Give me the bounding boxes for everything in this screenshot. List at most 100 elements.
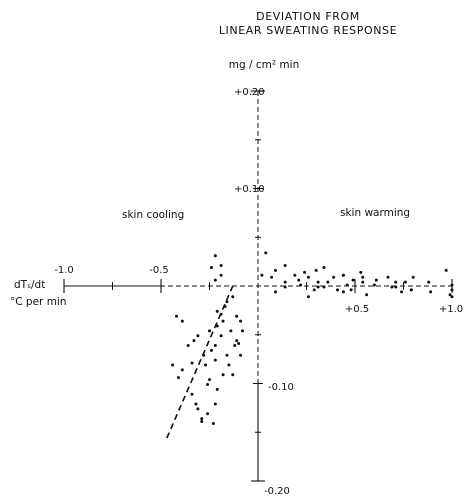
x-tick-label-pos-1: +1.0 [439,304,463,315]
data-point [322,285,326,289]
chart-title-line-1: DEVIATION FROM [256,10,360,23]
data-point [194,402,198,406]
y-tick-label-neg-0-20: -0.20 [264,486,290,497]
axes [64,91,456,481]
data-point [297,278,301,282]
data-point [326,280,330,284]
data-point [260,273,264,277]
data-point [233,343,237,347]
data-point [196,407,200,411]
data-point [390,285,394,289]
data-point [316,285,320,289]
data-point [293,273,297,277]
data-point [196,334,200,338]
data-point [332,275,336,279]
data-point [273,268,277,272]
data-point [225,353,229,357]
data-point [180,368,184,372]
data-point [283,285,287,289]
y-axis-label: mg / cm² min [229,59,299,71]
data-point [171,363,175,367]
data-point [283,264,287,268]
data-point [175,314,179,318]
data-point [312,288,316,292]
y-tick-label-pos-0-10: +0.10 [234,184,265,195]
data-point [450,295,454,299]
data-point [231,373,235,377]
data-point [341,290,345,294]
data-point [316,280,320,284]
data-point [221,319,225,323]
chart-title-line-2: LINEAR SWEATING RESPONSE [219,24,397,37]
data-point [306,295,310,299]
y-tick-label-neg-0-10: -0.10 [268,382,294,393]
data-point [427,280,431,284]
data-point [231,295,235,299]
data-point [411,275,415,279]
data-point [176,376,180,380]
data-point [361,275,365,279]
data-point [306,275,310,279]
x-axis-label-line-1: dTₛ/dt [14,279,45,291]
data-point [213,254,217,258]
data-point [206,412,210,416]
data-point [374,278,378,282]
data-point [190,392,194,396]
data-point [208,378,211,382]
data-point [215,387,219,391]
data-point [211,421,215,425]
data-point [209,348,213,352]
data-point [192,339,196,343]
data-point [448,293,452,297]
data-point [365,293,369,297]
data-point [336,288,340,292]
data-point [219,273,223,277]
data-point [200,420,204,424]
data-point [239,353,243,357]
data-point [409,288,413,292]
dashed-fit-line-group [166,285,234,439]
data-point [386,275,390,279]
data-point [299,283,303,287]
x-tick-label-neg-0-5: -0.5 [149,265,169,276]
data-point [213,343,217,347]
data-point [219,334,223,338]
data-point [264,251,268,255]
data-point [341,273,345,277]
data-point [200,417,204,421]
x-tick-label-neg-1: -1.0 [54,265,74,276]
data-point [429,290,433,294]
data-point [227,363,231,367]
data-point [273,290,277,294]
data-point [215,309,219,313]
data-point [213,358,217,362]
data-point [240,329,244,333]
data-point [394,280,398,284]
data-point [190,361,194,365]
data-points [171,251,454,425]
data-point [186,343,190,347]
data-point [351,278,355,282]
data-point [359,270,363,274]
data-point [349,288,353,292]
data-point [345,283,349,287]
data-point [394,285,398,289]
data-point [403,280,407,284]
data-point [180,319,184,323]
data-point [213,402,217,406]
data-point [270,275,274,279]
data-point [237,342,241,346]
data-point [206,382,210,386]
dashed-fit-line [166,285,234,439]
data-point [219,264,223,268]
data-point [450,288,454,292]
x-tick-label-pos-0-5: +0.5 [345,304,369,315]
data-point [209,265,213,269]
data-point [372,283,376,287]
data-point [225,300,229,304]
data-point [322,265,326,269]
data-point [303,270,307,274]
data-point [235,339,239,343]
data-point [361,280,365,284]
